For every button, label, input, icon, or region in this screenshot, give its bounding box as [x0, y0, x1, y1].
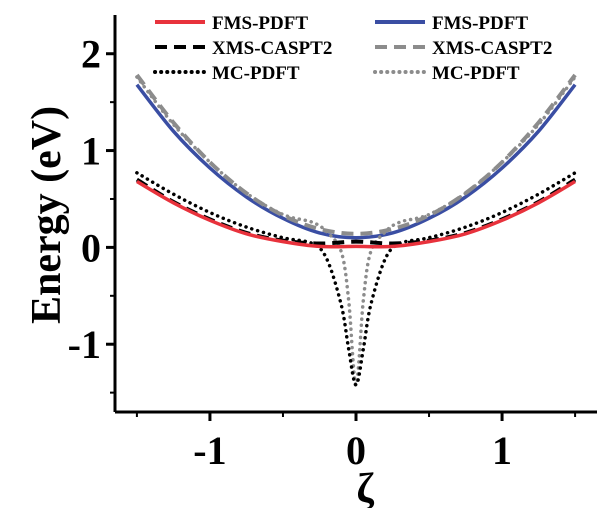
legend: FMS-PDFT XMS-CASPT2 MC-PDFT FMS-PDFT XMS-CAS… [153, 13, 552, 84]
axis-ticks: -1 0 1 -1 0 1 2 [68, 32, 577, 473]
y-tick-label: -1 [68, 322, 101, 367]
y-tick-label: 1 [81, 129, 101, 174]
legend-label: XMS-CASPT2 [212, 38, 332, 59]
series-line-5 [135, 75, 577, 387]
x-tick-label: 0 [346, 428, 366, 473]
y-tick-label: 2 [81, 32, 101, 77]
legend-label: FMS-PDFT [212, 13, 308, 34]
legend-label: FMS-PDFT [432, 13, 528, 34]
series-line-1 [135, 177, 577, 246]
y-tick-label: 0 [81, 225, 101, 270]
series-line-2 [135, 171, 577, 387]
legend-label: XMS-CASPT2 [432, 38, 552, 59]
legend-label: MC-PDFT [432, 63, 520, 84]
x-tick-label: -1 [193, 428, 226, 473]
x-axis-title: ζ [356, 466, 374, 508]
series-curves [135, 73, 577, 387]
x-tick-label: 1 [492, 428, 512, 473]
series-line-3 [135, 83, 577, 240]
legend-label: MC-PDFT [212, 63, 300, 84]
y-axis-title: Energy (eV) [24, 106, 70, 324]
series-line-0 [136, 179, 576, 249]
